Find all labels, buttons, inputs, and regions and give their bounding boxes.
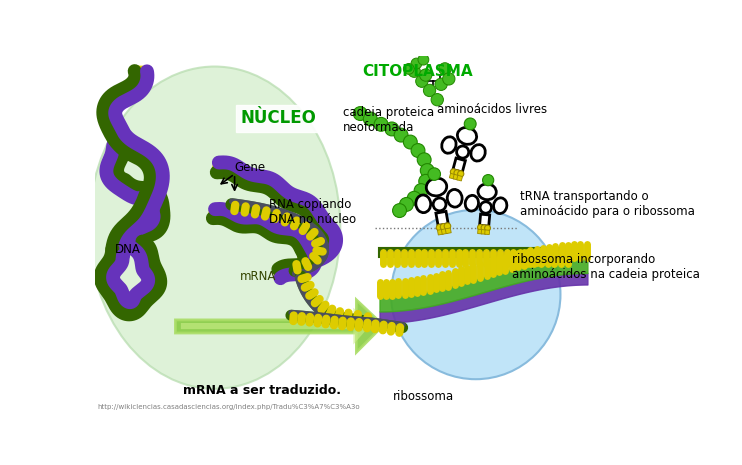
Circle shape [435,78,447,91]
Circle shape [408,65,420,77]
Circle shape [418,54,429,65]
Polygon shape [450,173,456,179]
Circle shape [399,198,413,211]
Circle shape [374,117,388,131]
Circle shape [428,168,441,180]
Ellipse shape [416,195,430,213]
Circle shape [364,112,377,126]
Circle shape [444,223,450,229]
Circle shape [450,169,456,175]
Text: RNA copiando
DNA no núcleo: RNA copiando DNA no núcleo [269,198,356,226]
Polygon shape [456,175,462,181]
Circle shape [439,63,451,75]
Circle shape [418,174,433,188]
Circle shape [404,135,417,149]
Polygon shape [438,229,444,235]
Polygon shape [478,229,482,234]
Circle shape [404,64,414,74]
Circle shape [417,153,431,166]
Circle shape [407,191,421,205]
Ellipse shape [89,66,341,389]
Text: mRNA: mRNA [240,270,277,283]
Circle shape [431,93,444,106]
Text: ribossoma: ribossoma [393,390,453,403]
Circle shape [420,164,434,178]
Ellipse shape [457,127,476,144]
Polygon shape [479,214,490,226]
Ellipse shape [480,202,491,213]
Text: mRNA a ser traduzido.: mRNA a ser traduzido. [183,384,341,397]
Circle shape [416,75,428,87]
Polygon shape [445,228,451,233]
Circle shape [385,122,398,136]
Polygon shape [453,174,459,180]
Circle shape [485,225,490,231]
Text: cadeia proteica
neoformada: cadeia proteica neoformada [343,106,434,134]
Circle shape [424,84,436,97]
Circle shape [394,128,408,142]
Circle shape [482,174,493,186]
Text: aminoácidos livres: aminoácidos livres [436,103,547,116]
Circle shape [478,225,483,230]
Polygon shape [485,230,490,234]
Ellipse shape [427,178,447,196]
Circle shape [419,69,432,81]
Ellipse shape [433,198,446,211]
Circle shape [391,210,560,379]
Circle shape [464,118,476,130]
Circle shape [436,224,443,231]
Circle shape [481,225,487,231]
Circle shape [414,184,428,198]
Circle shape [440,224,447,230]
Text: DNA: DNA [114,243,140,256]
Polygon shape [175,300,384,352]
Circle shape [353,106,367,120]
Text: http://wikiclencias.casadasciencias.org/index.php/Tradu%C3%A7%C3%A3o: http://wikiclencias.casadasciencias.org/… [97,404,360,410]
Polygon shape [441,229,447,234]
Polygon shape [436,212,448,226]
Circle shape [443,73,455,85]
Polygon shape [181,307,370,345]
Ellipse shape [441,137,456,153]
Ellipse shape [465,195,479,211]
Circle shape [411,144,425,158]
Text: NÙCLEO: NÙCLEO [240,109,316,127]
Polygon shape [481,230,486,234]
Ellipse shape [471,145,485,161]
Ellipse shape [478,184,496,199]
Ellipse shape [456,146,469,158]
Circle shape [411,58,422,69]
Ellipse shape [447,189,462,207]
Circle shape [393,204,407,218]
Circle shape [454,170,460,176]
Text: Gene: Gene [234,161,266,174]
Circle shape [458,171,464,177]
Text: CITOPLASMA: CITOPLASMA [362,65,473,80]
Ellipse shape [493,198,507,213]
Text: ribossoma incorporando
aminoácidos na cadeia proteica: ribossoma incorporando aminoácidos na ca… [512,253,700,281]
Text: tRNA transportando o
aminoácido para o ribossoma: tRNA transportando o aminoácido para o r… [520,190,695,219]
Polygon shape [453,158,465,172]
